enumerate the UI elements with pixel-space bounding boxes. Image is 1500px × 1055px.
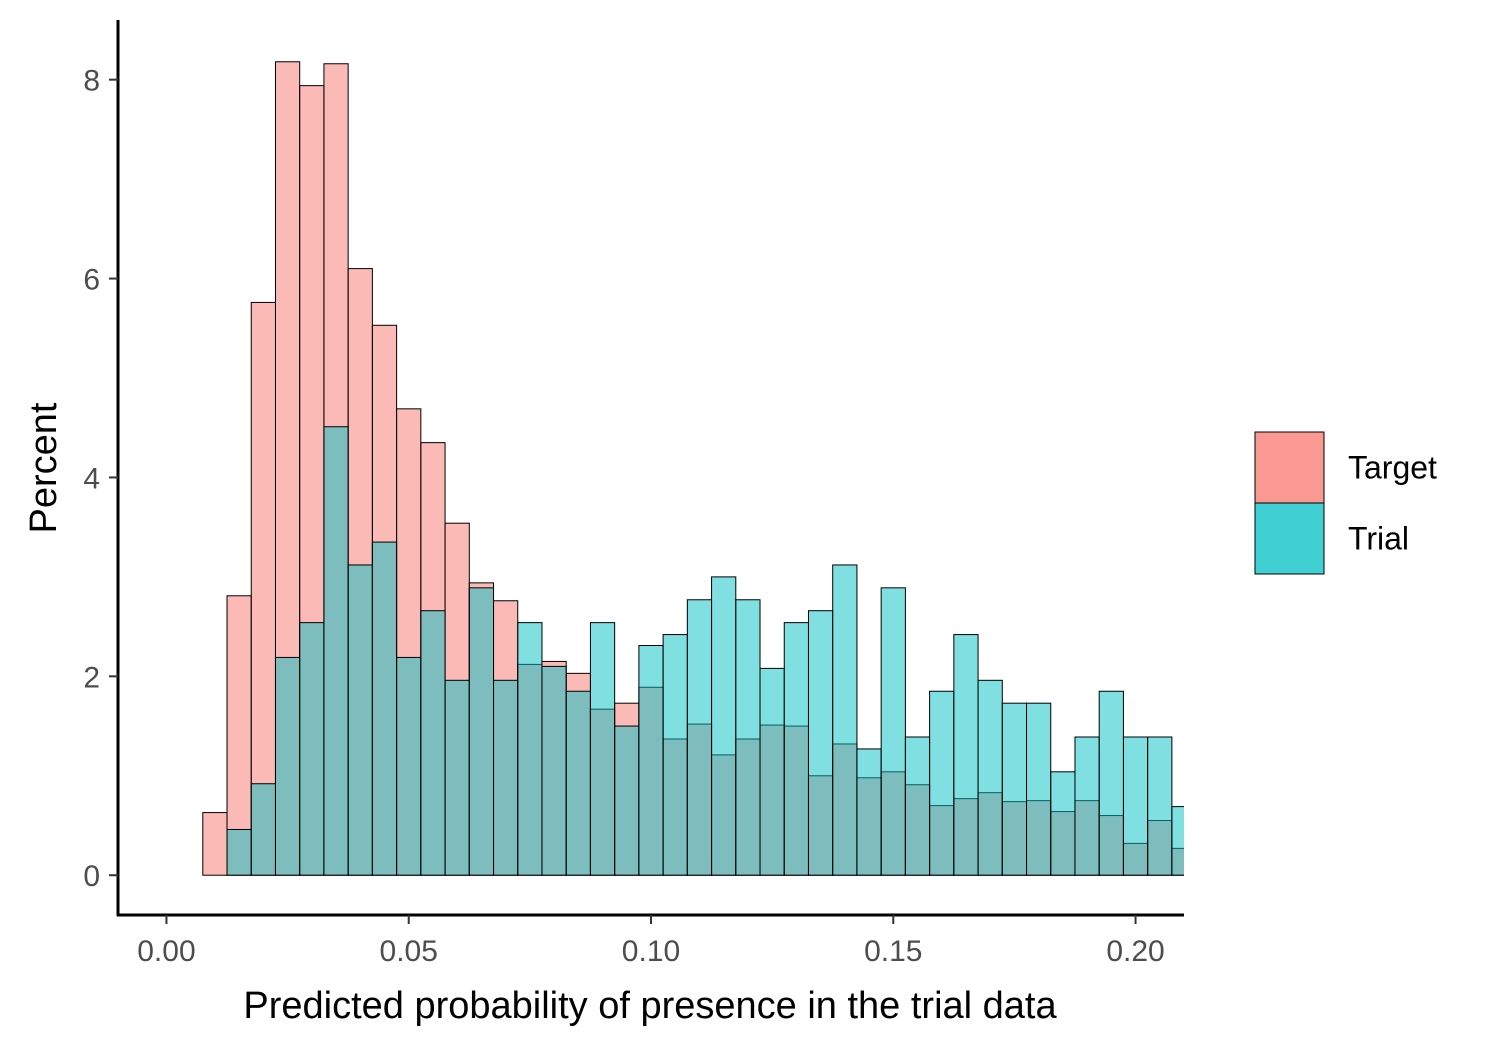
bar-trial: [250, 783, 276, 876]
x-tick-label: 0.15: [864, 935, 922, 968]
bar-trial: [904, 736, 931, 876]
x-tick-label: 0.10: [622, 935, 680, 968]
legend-label-target: Target: [1348, 450, 1437, 486]
series-trial: [226, 426, 1184, 876]
bar-trial: [638, 645, 664, 876]
bar-trial: [977, 679, 1003, 876]
y-axis-title: Percent: [23, 402, 65, 533]
legend: Target Trial: [1254, 431, 1437, 575]
bar-trial: [759, 667, 785, 876]
y-tick-label: 4: [83, 462, 100, 495]
bar-trial: [1026, 702, 1052, 876]
bars-layer: [202, 61, 1184, 876]
legend-key-target: [1254, 431, 1325, 504]
legend-item-target: Target: [1254, 431, 1437, 504]
bar-trial: [274, 656, 301, 876]
bar-trial: [832, 564, 858, 876]
bar-trial: [1147, 736, 1173, 876]
bar-trial: [1122, 736, 1149, 876]
bar-target: [226, 595, 252, 876]
x-tick-label: 0.05: [380, 935, 438, 968]
bar-trial: [371, 541, 398, 876]
bar-trial: [444, 679, 470, 876]
bar-trial: [1171, 806, 1184, 876]
bar-trial: [783, 622, 809, 876]
bar-trial: [468, 587, 495, 876]
bar-trial: [323, 426, 349, 876]
bar-trial: [880, 587, 906, 876]
ticks-layer: 0.00 0.05 0.10 0.15 0.20 0 2 4 6 8: [83, 65, 1164, 968]
bar-trial: [686, 599, 713, 876]
bar-trial: [226, 828, 252, 876]
bar-trial: [1098, 690, 1124, 876]
bar-trial: [929, 690, 955, 876]
bar-trial: [396, 656, 422, 876]
bar-trial: [420, 610, 446, 876]
bar-trial: [711, 576, 737, 876]
bar-trial: [735, 599, 761, 876]
bar-trial: [614, 725, 640, 876]
x-tick-label: 0.20: [1106, 935, 1164, 968]
bar-trial: [1050, 771, 1076, 876]
bar-trial: [493, 679, 519, 876]
bar-trial: [1074, 736, 1100, 876]
x-tick-label: 0.00: [137, 935, 195, 968]
x-axis-title: Predicted probability of presence in the…: [243, 985, 1057, 1027]
bar-trial: [541, 665, 567, 876]
bar-trial: [299, 622, 325, 876]
y-tick-label: 2: [83, 661, 100, 694]
bar-trial: [953, 634, 979, 876]
y-tick-label: 0: [83, 860, 100, 893]
bar-trial: [589, 622, 616, 876]
y-tick-label: 6: [83, 264, 100, 297]
legend-key-trial: [1254, 502, 1325, 575]
bar-trial: [347, 564, 373, 876]
bar-trial: [1001, 702, 1028, 876]
bar-target: [202, 812, 228, 876]
bar-trial: [662, 634, 688, 876]
bar-target: [250, 301, 276, 876]
legend-item-trial: Trial: [1254, 502, 1409, 575]
legend-label-trial: Trial: [1348, 521, 1409, 557]
y-tick-label: 8: [83, 65, 100, 98]
bar-trial: [517, 622, 543, 876]
bar-trial: [565, 690, 591, 876]
bar-trial: [807, 610, 834, 876]
bar-trial: [856, 748, 882, 876]
